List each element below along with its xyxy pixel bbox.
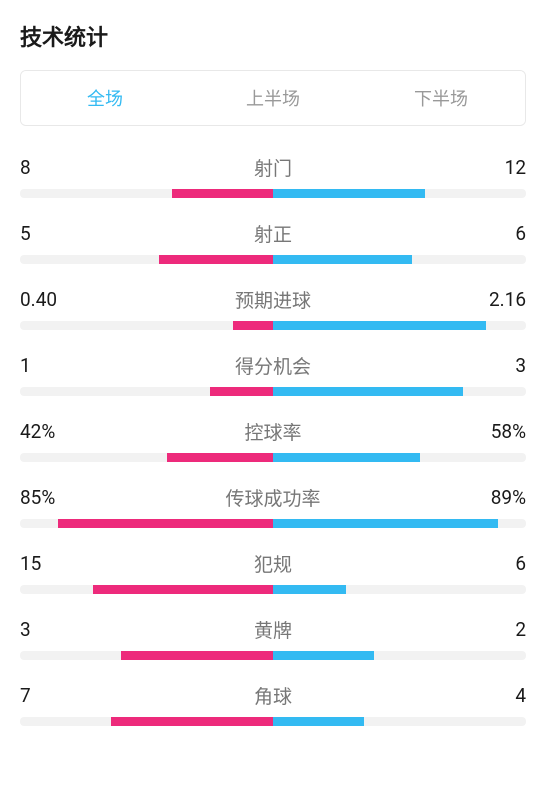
bar-fill-right [273,519,498,528]
bar-half-left [20,519,273,528]
stat-label: 传球成功率 [80,484,466,511]
bar-half-right [273,255,526,264]
bar-fill-left [111,717,273,726]
stat-bar [20,387,526,396]
bar-fill-right [273,651,374,660]
stat-row: 7角球4 [20,682,526,726]
bar-half-left [20,189,273,198]
stat-label: 得分机会 [80,352,466,379]
bar-half-right [273,585,526,594]
stat-row: 85%传球成功率89% [20,484,526,528]
stat-label: 黄牌 [80,616,466,643]
stat-value-left: 42% [20,420,80,443]
bar-half-right [273,189,526,198]
bar-half-right [273,717,526,726]
stat-bar [20,717,526,726]
bar-half-right [273,453,526,462]
stat-value-left: 85% [20,486,80,509]
bar-fill-left [58,519,273,528]
stat-row: 1得分机会3 [20,352,526,396]
stat-value-left: 8 [20,156,80,179]
stat-row: 3黄牌2 [20,616,526,660]
stat-header: 15犯规6 [20,550,526,577]
tabs-container: 全场 上半场 下半场 [20,70,526,126]
stat-value-left: 15 [20,552,80,575]
stat-header: 85%传球成功率89% [20,484,526,511]
stat-value-left: 5 [20,222,80,245]
stat-header: 0.40预期进球2.16 [20,286,526,313]
stat-bar [20,519,526,528]
stat-label: 射门 [80,154,466,181]
stat-label: 射正 [80,220,466,247]
stat-row: 5射正6 [20,220,526,264]
bar-half-left [20,321,273,330]
stat-value-right: 6 [466,552,526,575]
stat-bar [20,453,526,462]
stat-value-right: 4 [466,684,526,707]
stat-value-left: 1 [20,354,80,377]
bar-half-left [20,717,273,726]
stat-bar [20,321,526,330]
bar-fill-left [93,585,273,594]
bar-fill-right [273,321,486,330]
bar-half-left [20,453,273,462]
bar-half-right [273,321,526,330]
tab-full-match[interactable]: 全场 [21,71,189,125]
bar-half-right [273,519,526,528]
bar-half-left [20,255,273,264]
stat-header: 3黄牌2 [20,616,526,643]
stat-bar [20,255,526,264]
bar-half-right [273,651,526,660]
stat-row: 15犯规6 [20,550,526,594]
stats-list: 8射门125射正60.40预期进球2.161得分机会342%控球率58%85%传… [20,154,526,726]
stat-header: 42%控球率58% [20,418,526,445]
stat-label: 角球 [80,682,466,709]
stat-label: 犯规 [80,550,466,577]
stat-label: 控球率 [80,418,466,445]
stat-header: 1得分机会3 [20,352,526,379]
stat-bar [20,651,526,660]
bar-fill-left [233,321,273,330]
bar-fill-right [273,255,412,264]
page-title: 技术统计 [20,20,526,52]
bar-fill-left [159,255,273,264]
stat-header: 5射正6 [20,220,526,247]
bar-fill-right [273,585,346,594]
stat-value-left: 0.40 [20,288,80,311]
stat-value-right: 6 [466,222,526,245]
stat-value-right: 89% [466,486,526,509]
bar-fill-left [172,189,273,198]
stat-value-right: 3 [466,354,526,377]
stat-row: 8射门12 [20,154,526,198]
stat-bar [20,585,526,594]
bar-fill-right [273,453,420,462]
stat-row: 42%控球率58% [20,418,526,462]
stat-value-right: 12 [466,156,526,179]
stat-value-right: 2.16 [466,288,526,311]
bar-half-right [273,387,526,396]
bar-fill-right [273,717,364,726]
tab-first-half[interactable]: 上半场 [189,71,357,125]
bar-fill-right [273,387,463,396]
stat-value-right: 2 [466,618,526,641]
tab-second-half[interactable]: 下半场 [357,71,525,125]
bar-fill-left [210,387,273,396]
bar-half-left [20,585,273,594]
stat-value-left: 7 [20,684,80,707]
stat-value-left: 3 [20,618,80,641]
stat-label: 预期进球 [80,286,466,313]
stat-header: 8射门12 [20,154,526,181]
bar-fill-left [167,453,273,462]
stat-row: 0.40预期进球2.16 [20,286,526,330]
stat-value-right: 58% [466,420,526,443]
bar-fill-left [121,651,273,660]
stat-bar [20,189,526,198]
bar-half-left [20,651,273,660]
bar-half-left [20,387,273,396]
stat-header: 7角球4 [20,682,526,709]
bar-fill-right [273,189,425,198]
